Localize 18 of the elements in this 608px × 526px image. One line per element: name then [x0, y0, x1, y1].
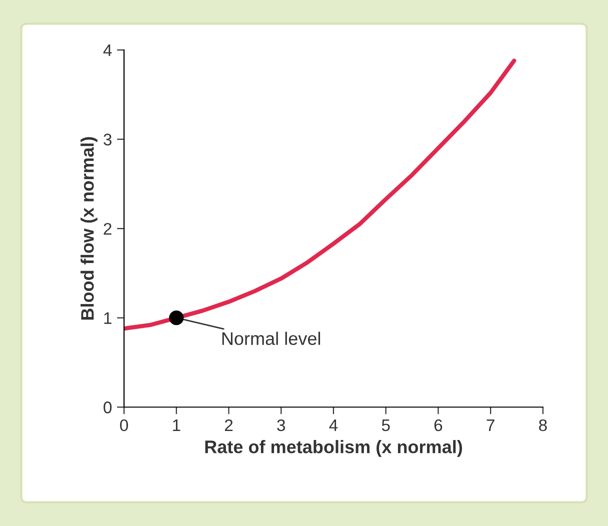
y-tick-label: 3 [104, 134, 112, 146]
x-tick-label: 8 [539, 419, 547, 432]
y-tick-label: 2 [104, 222, 112, 235]
x-tick-label: 7 [486, 420, 494, 432]
x-tick-label: 1 [173, 420, 180, 432]
annotation: Normal level [222, 332, 320, 346]
y-axis-title: Blood flow (x normal) [80, 137, 98, 320]
line-series [124, 58, 516, 331]
x-tick-label: 3 [277, 419, 286, 432]
x-tick-label: 4 [329, 420, 338, 432]
y-tick-label: 1 [104, 312, 112, 324]
y-tick-label: 4 [103, 44, 112, 56]
x-tick-label: 5 [382, 420, 390, 432]
y-tick-label: 0 [104, 402, 112, 414]
x-tick-label: 0 [120, 419, 128, 432]
x-axis-title: Rate of metabolism (x normal) [205, 440, 462, 457]
x-tick-label: 2 [224, 419, 233, 432]
x-tick-label: 6 [434, 419, 442, 432]
